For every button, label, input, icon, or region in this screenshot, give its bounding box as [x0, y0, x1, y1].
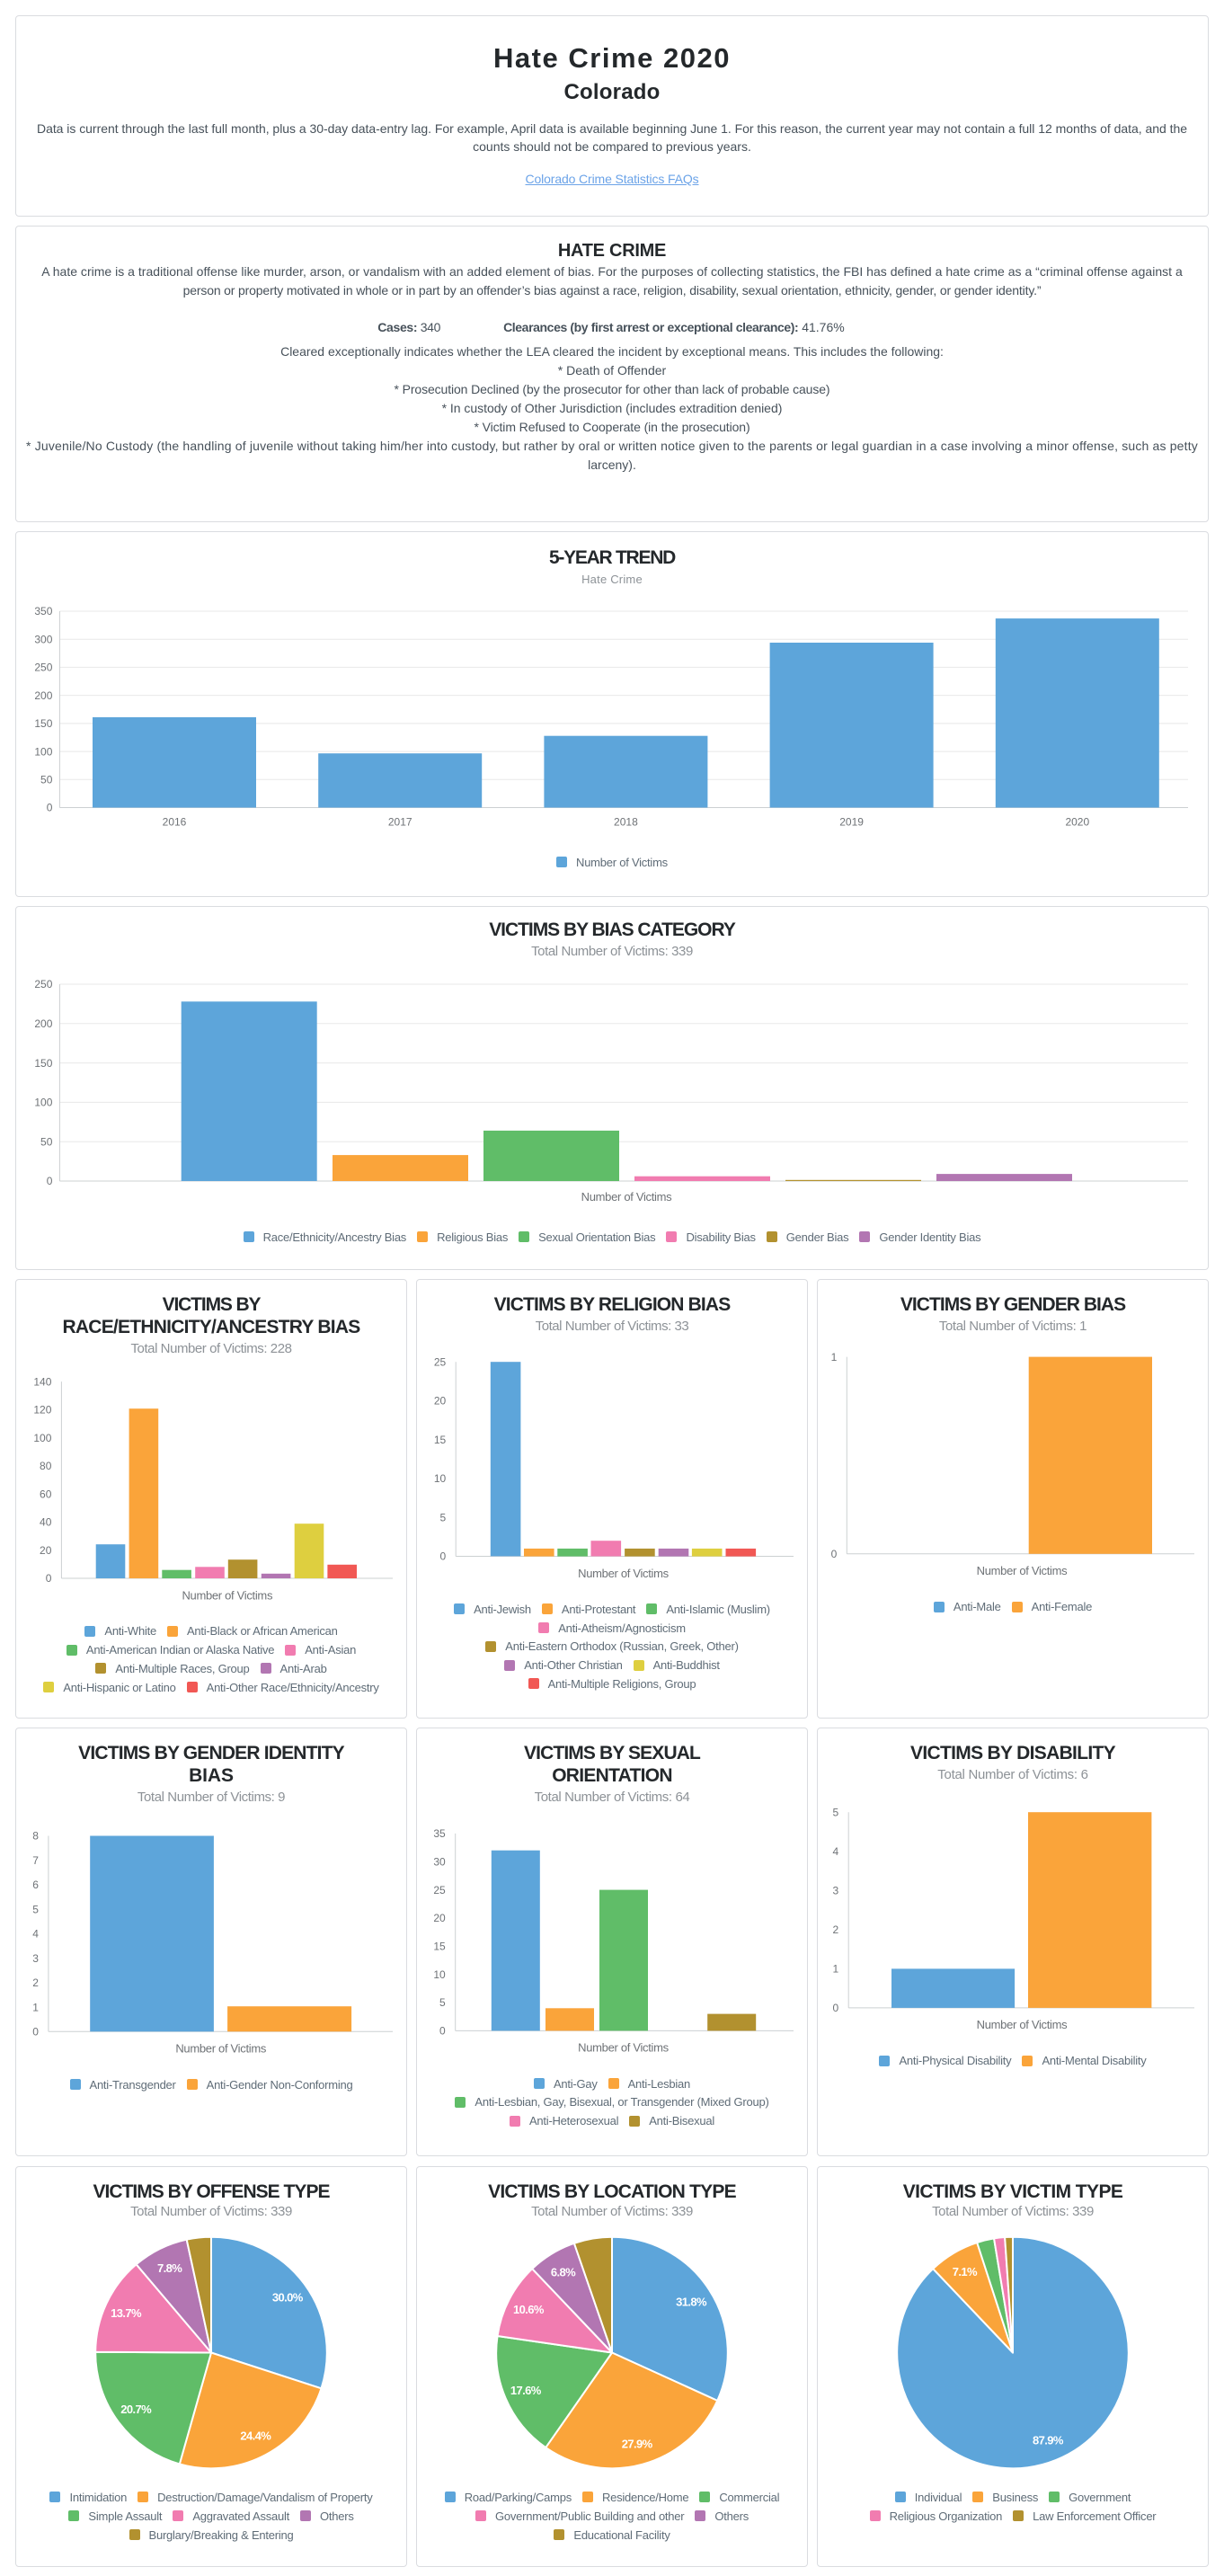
svg-text:5: 5 — [833, 1806, 839, 1818]
svg-text:350: 350 — [34, 605, 52, 617]
svg-text:27.9%: 27.9% — [622, 2437, 653, 2450]
svg-text:20: 20 — [434, 1395, 447, 1408]
svg-text:40: 40 — [40, 1516, 52, 1529]
svg-text:24.4%: 24.4% — [240, 2429, 271, 2443]
svg-text:17.6%: 17.6% — [510, 2384, 542, 2397]
svg-text:Number of Victims: Number of Victims — [977, 1564, 1068, 1577]
svg-text:5: 5 — [32, 1903, 39, 1915]
svg-text:25: 25 — [433, 1884, 446, 1896]
svg-text:10: 10 — [434, 1472, 447, 1485]
svg-text:6: 6 — [32, 1879, 39, 1891]
svg-text:100: 100 — [34, 745, 52, 758]
svg-text:150: 150 — [34, 717, 52, 730]
svg-text:13.7%: 13.7% — [111, 2306, 142, 2320]
svg-text:20.7%: 20.7% — [120, 2403, 152, 2416]
svg-text:6.8%: 6.8% — [551, 2266, 576, 2279]
svg-text:1: 1 — [831, 1351, 838, 1364]
svg-text:5: 5 — [440, 1511, 447, 1523]
svg-text:3: 3 — [32, 1952, 39, 1965]
svg-text:7.1%: 7.1% — [953, 2265, 978, 2278]
svg-text:5: 5 — [439, 1996, 446, 2009]
svg-text:Number of Victims: Number of Victims — [581, 1190, 672, 1204]
svg-text:0: 0 — [439, 2025, 446, 2038]
svg-text:100: 100 — [34, 1097, 52, 1109]
svg-text:31.8%: 31.8% — [676, 2296, 707, 2309]
svg-text:0: 0 — [47, 1175, 53, 1187]
svg-text:50: 50 — [40, 774, 53, 786]
svg-text:0: 0 — [831, 1548, 838, 1560]
svg-text:50: 50 — [40, 1135, 53, 1148]
svg-text:250: 250 — [34, 662, 52, 674]
svg-text:0: 0 — [46, 1572, 52, 1585]
svg-text:30: 30 — [433, 1856, 446, 1869]
svg-text:200: 200 — [34, 689, 52, 702]
svg-text:2020: 2020 — [1065, 816, 1089, 829]
svg-text:200: 200 — [34, 1017, 52, 1030]
svg-text:80: 80 — [40, 1460, 52, 1472]
svg-text:20: 20 — [433, 1912, 446, 1924]
svg-text:2019: 2019 — [839, 816, 864, 829]
svg-text:15: 15 — [433, 1941, 446, 1953]
svg-text:7.8%: 7.8% — [157, 2261, 182, 2275]
svg-text:Number of Victims: Number of Victims — [977, 2018, 1068, 2031]
svg-text:20: 20 — [40, 1544, 52, 1557]
svg-text:10: 10 — [433, 1968, 446, 1981]
svg-text:100: 100 — [33, 1432, 51, 1444]
svg-text:2017: 2017 — [388, 816, 412, 829]
svg-text:Number of Victims: Number of Victims — [578, 1567, 669, 1580]
svg-text:Number of Victims: Number of Victims — [175, 2042, 266, 2056]
svg-text:120: 120 — [33, 1404, 51, 1417]
svg-text:35: 35 — [433, 1827, 446, 1840]
svg-text:2018: 2018 — [614, 816, 638, 829]
svg-text:30.0%: 30.0% — [272, 2291, 304, 2305]
svg-text:150: 150 — [34, 1057, 52, 1070]
svg-text:140: 140 — [33, 1375, 51, 1388]
svg-text:4: 4 — [32, 1928, 39, 1941]
svg-text:300: 300 — [34, 633, 52, 645]
svg-text:2: 2 — [32, 1976, 39, 1989]
svg-text:15: 15 — [434, 1434, 447, 1446]
svg-text:1: 1 — [32, 2001, 39, 2013]
svg-text:250: 250 — [34, 978, 52, 990]
svg-text:8: 8 — [32, 1830, 39, 1843]
svg-text:87.9%: 87.9% — [1033, 2434, 1064, 2447]
svg-text:0: 0 — [833, 2002, 839, 2014]
svg-text:3: 3 — [833, 1885, 839, 1897]
svg-text:2: 2 — [833, 1923, 839, 1936]
svg-text:7: 7 — [32, 1854, 39, 1867]
svg-text:1: 1 — [833, 1963, 839, 1976]
svg-text:0: 0 — [440, 1550, 447, 1563]
svg-text:60: 60 — [40, 1488, 52, 1500]
svg-text:Number of Victims: Number of Victims — [578, 2041, 669, 2055]
svg-text:Number of Victims: Number of Victims — [182, 1588, 272, 1602]
svg-text:0: 0 — [32, 2026, 39, 2039]
svg-text:4: 4 — [833, 1845, 839, 1858]
svg-text:2016: 2016 — [163, 816, 187, 829]
svg-text:25: 25 — [434, 1356, 447, 1369]
svg-text:10.6%: 10.6% — [513, 2303, 545, 2316]
svg-text:0: 0 — [47, 802, 53, 814]
